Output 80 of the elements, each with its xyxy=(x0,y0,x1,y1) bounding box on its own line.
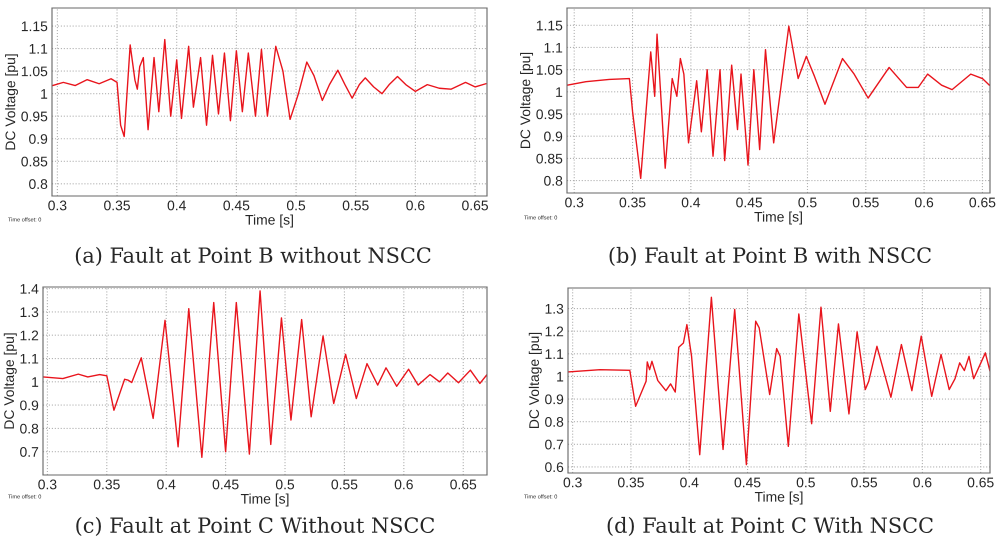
x-tick-label: 0.45 xyxy=(223,200,250,210)
x-tick-label: 0.5 xyxy=(276,480,294,490)
y-tick-label: 0.8 xyxy=(544,176,562,186)
x-tick-label: 0.3 xyxy=(38,480,56,490)
y-tick-label: 0.9 xyxy=(545,394,564,404)
y-tick-label: 1 xyxy=(41,89,48,99)
y-tick-label: 0.7 xyxy=(20,447,38,457)
x-axis-title: Time [s] xyxy=(240,494,288,506)
y-tick-label: 1.15 xyxy=(536,20,562,30)
x-tick-label: 0.55 xyxy=(852,198,879,208)
x-tick-label: 0.35 xyxy=(104,200,130,210)
x-tick-label: 0.4 xyxy=(680,478,698,488)
y-tick-label: 0.8 xyxy=(545,416,564,427)
y-tick-label: 1.2 xyxy=(20,330,38,340)
y-tick-label: 1.4 xyxy=(20,284,38,294)
x-tick-label: 0.3 xyxy=(565,198,584,208)
x-tick-label: 0.3 xyxy=(48,200,66,210)
line-series xyxy=(567,25,990,180)
text: (b) Fault at Point B with NSCC xyxy=(610,246,931,266)
y-axis-title: DC Voltage [pu] xyxy=(528,332,542,428)
line-series xyxy=(568,296,990,466)
x-tick-label: 0.45 xyxy=(734,478,760,488)
x-tick-label: 0.35 xyxy=(620,198,646,208)
y-tick-label: 0.9 xyxy=(544,132,562,142)
y-tick-label: 1 xyxy=(556,87,562,97)
y-axis-title: DC Voltage [pu] xyxy=(4,333,17,428)
x-axis-title: Time [s] xyxy=(754,212,802,224)
x-tick-label: 0.6 xyxy=(913,478,932,488)
x-axis-title: Time [s] xyxy=(754,492,802,504)
y-tick-label: 1.05 xyxy=(22,66,48,76)
x-tick-label: 0.65 xyxy=(450,480,476,490)
y-tick-label: 1.1 xyxy=(544,42,562,53)
y-tick-label: 0.8 xyxy=(29,179,48,189)
y-axis-title: DC Voltage [pu] xyxy=(520,52,534,148)
text: (c) Fault at Point C Without NSCC xyxy=(76,516,434,536)
x-tick-label: 0.5 xyxy=(796,478,815,488)
x-tick-label: 0.55 xyxy=(331,480,358,490)
y-tick-label: 0.95 xyxy=(536,109,562,120)
x-tick-label: 0.4 xyxy=(682,198,700,208)
text: (d) Fault at Point C With NSCC xyxy=(608,516,933,536)
y-tick-label: 1.1 xyxy=(20,354,38,364)
x-tick-label: 0.6 xyxy=(394,480,413,490)
y-tick-label: 1.3 xyxy=(20,307,38,318)
text: (a) Fault at Point B without NSCC xyxy=(76,246,431,266)
x-tick-label: 0.5 xyxy=(286,200,306,210)
x-tick-label: 0.35 xyxy=(94,480,120,490)
y-tick-label: 0.8 xyxy=(20,424,38,434)
x-tick-label: 0.4 xyxy=(168,200,186,210)
line-series xyxy=(43,290,487,458)
y-tick-label: 1.1 xyxy=(546,349,564,359)
y-tick-label: 1.15 xyxy=(22,22,48,32)
y-tick-label: 0.6 xyxy=(545,462,564,472)
y-tick-label: 0.9 xyxy=(20,400,38,410)
x-tick-label: 0.45 xyxy=(212,480,239,490)
x-tick-label: 0.4 xyxy=(157,480,176,490)
x-tick-label: 0.55 xyxy=(342,200,369,210)
x-tick-label: 0.65 xyxy=(969,198,996,208)
y-tick-label: 0.7 xyxy=(545,440,564,450)
y-tick-label: 0.85 xyxy=(536,154,562,164)
x-tick-label: 0.35 xyxy=(618,478,644,488)
x-tick-label: 0.65 xyxy=(462,200,488,210)
line-series xyxy=(52,38,486,138)
x-tick-label: 0.5 xyxy=(798,198,817,208)
x-tick-label: 0.3 xyxy=(564,478,582,488)
y-tick-label: 1.2 xyxy=(546,326,564,336)
y-tick-label: 0.95 xyxy=(21,112,48,122)
y-axis-title: DC Voltage [pu] xyxy=(5,54,18,150)
y-tick-label: 1 xyxy=(32,377,38,387)
y-tick-label: 0.9 xyxy=(29,134,48,144)
y-tick-label: 1.1 xyxy=(30,44,48,54)
y-tick-label: 1 xyxy=(557,372,564,382)
y-tick-label: 1.3 xyxy=(546,304,564,314)
y-tick-label: 0.85 xyxy=(21,156,48,166)
x-tick-label: 0.55 xyxy=(851,478,878,488)
x-tick-label: 0.65 xyxy=(968,478,994,488)
x-tick-label: 0.45 xyxy=(736,198,762,208)
x-tick-label: 0.6 xyxy=(406,200,424,210)
x-tick-label: 0.6 xyxy=(914,198,934,208)
y-tick-label: 1.05 xyxy=(536,65,562,75)
x-axis-title: Time [s] xyxy=(245,214,293,228)
